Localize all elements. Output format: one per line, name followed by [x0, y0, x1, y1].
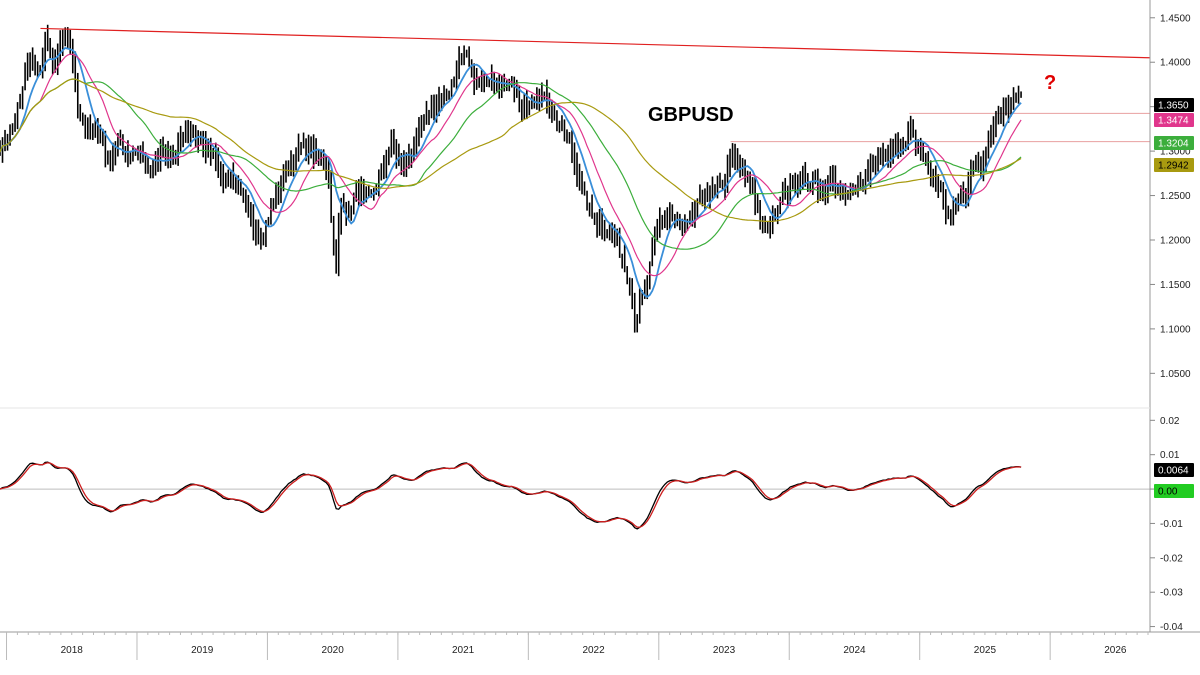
resistance-trendline: [40, 27, 1151, 59]
price-tick-label: 1.2500: [1160, 191, 1191, 202]
price-tick-label: 1.4000: [1160, 58, 1191, 69]
osc-tick-label: 0.01: [1160, 450, 1180, 461]
oscillator-series: [0, 461, 1022, 530]
last-value-label: 0.0064: [1158, 466, 1189, 477]
question-annotation: ?: [1044, 72, 1056, 94]
osc-tick-label: -0.02: [1160, 553, 1183, 564]
last-value-label: 1.3204: [1158, 139, 1189, 150]
chart-title: GBPUSD: [648, 104, 734, 126]
price-tick-label: 1.1500: [1160, 280, 1191, 291]
x-tick-label: 2018: [61, 645, 84, 656]
x-tick-label: 2020: [322, 645, 345, 656]
osc-tick-label: -0.01: [1160, 519, 1183, 530]
last-value-label: 0.00: [1158, 487, 1178, 498]
osc-tick-label: -0.03: [1160, 588, 1183, 599]
price-moving-averages: [0, 47, 1022, 298]
price-trendline: [40, 27, 1151, 59]
last-value-badge: [1154, 484, 1194, 498]
x-tick-label: 2025: [974, 645, 997, 656]
moving-average-line: [0, 78, 1022, 222]
price-tick-label: 1.3000: [1160, 147, 1191, 158]
last-value-badge: [1154, 158, 1194, 172]
price-tick-label: 1.0500: [1160, 369, 1191, 380]
last-value-badge: [1154, 463, 1194, 477]
oscillator-line: [0, 462, 1022, 528]
x-tick-label: 2023: [713, 645, 736, 656]
moving-average-line: [0, 53, 1022, 277]
x-tick-label: 2019: [191, 645, 214, 656]
last-value-label: 1.2942: [1158, 161, 1189, 172]
last-value-badges: 1.3650 1.3474 1.3204 1.2942 0.0064 0.00: [1154, 98, 1194, 498]
price-tick-label: 1.4500: [1160, 13, 1191, 24]
price-tick-label: 1.2000: [1160, 236, 1191, 247]
last-value-label: 1.3474: [1158, 116, 1189, 127]
osc-tick-label: -0.04: [1160, 622, 1183, 633]
x-tick-label: 2021: [452, 645, 475, 656]
osc-tick-label: 0.02: [1160, 416, 1180, 427]
last-value-badge: [1154, 98, 1194, 112]
price-panel: GBPUSD ?: [0, 24, 1151, 333]
last-value-label: 1.3650: [1158, 101, 1189, 112]
oscillator-panel: [0, 461, 1150, 530]
x-axis: 2018 2019 2020 2021 2022 2023 2024 2025 2026: [6, 632, 1149, 660]
last-value-badge: [1154, 113, 1194, 127]
last-value-badge: [1154, 136, 1194, 150]
x-tick-label: 2022: [582, 645, 605, 656]
x-tick-label: 2026: [1104, 645, 1127, 656]
x-tick-label: 2024: [843, 645, 866, 656]
price-horizontal-levels: [730, 112, 1150, 143]
price-tick-label: 1.1000: [1160, 324, 1191, 335]
